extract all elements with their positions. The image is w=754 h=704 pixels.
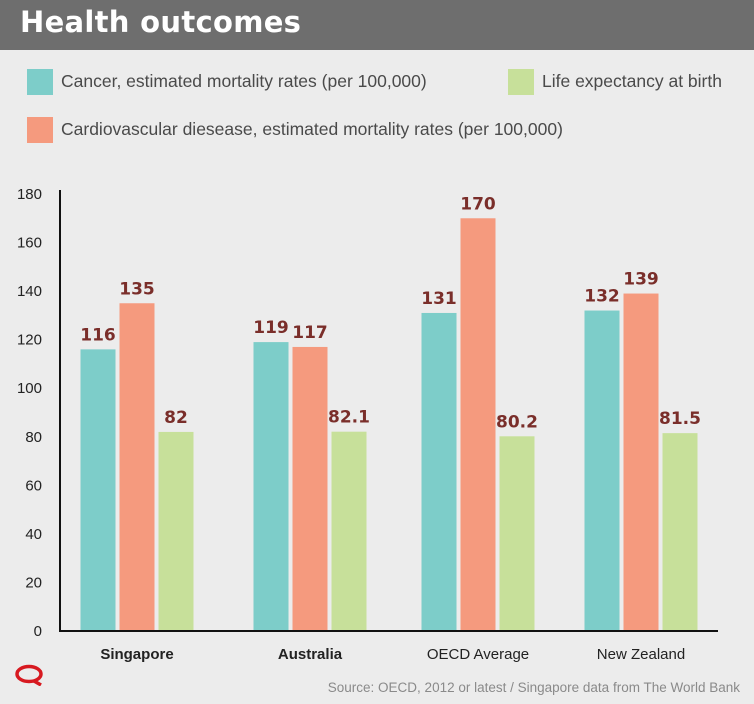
bar bbox=[421, 312, 457, 631]
legend-label-life-expectancy: Life expectancy at birth bbox=[542, 71, 722, 91]
data-label: 117 bbox=[292, 323, 328, 343]
data-label: 135 bbox=[119, 279, 155, 299]
x-tick-label: New Zealand bbox=[597, 646, 685, 663]
bar bbox=[499, 436, 535, 631]
legend-label-cancer: Cancer, estimated mortality rates (per 1… bbox=[61, 71, 427, 91]
y-tick-label: 180 bbox=[17, 186, 42, 203]
legend-swatch-cardiovascular bbox=[27, 117, 53, 143]
y-tick-label: 100 bbox=[17, 380, 42, 397]
bar bbox=[460, 218, 496, 631]
brand-logo-icon bbox=[15, 664, 43, 686]
x-tick-label: Singapore bbox=[100, 646, 173, 663]
data-label: 80.2 bbox=[496, 412, 538, 432]
bar bbox=[253, 342, 289, 631]
y-tick-label: 160 bbox=[17, 235, 42, 252]
x-tick-label: OECD Average bbox=[427, 646, 529, 663]
y-tick-label: 40 bbox=[25, 526, 42, 543]
data-label: 132 bbox=[584, 287, 620, 307]
y-tick-label: 120 bbox=[17, 332, 42, 349]
chart-title: Health outcomes bbox=[20, 5, 302, 39]
data-label: 119 bbox=[253, 318, 289, 338]
bar bbox=[119, 303, 155, 631]
source-note: Source: OECD, 2012 or latest / Singapore… bbox=[327, 680, 740, 695]
bar bbox=[662, 433, 698, 631]
y-tick-label: 60 bbox=[25, 477, 42, 494]
data-label: 82.1 bbox=[328, 408, 370, 428]
data-label: 139 bbox=[623, 270, 659, 290]
legend-swatch-cancer bbox=[27, 69, 53, 95]
y-tick-label: 80 bbox=[25, 429, 42, 446]
data-label: 82 bbox=[164, 408, 188, 428]
legend-swatch-life-expectancy bbox=[508, 69, 534, 95]
data-label: 116 bbox=[80, 325, 116, 345]
y-tick-label: 140 bbox=[17, 283, 42, 300]
title-bar: Health outcomes bbox=[0, 0, 754, 50]
bar bbox=[292, 346, 328, 631]
data-label: 81.5 bbox=[659, 409, 701, 429]
data-label: 170 bbox=[460, 194, 496, 214]
bar bbox=[158, 431, 194, 631]
y-tick-label: 20 bbox=[25, 574, 42, 591]
legend-label-cardiovascular: Cardiovascular diesease, estimated morta… bbox=[61, 119, 563, 139]
bar bbox=[623, 293, 659, 631]
y-tick-label: 0 bbox=[34, 623, 42, 640]
bar bbox=[331, 431, 367, 631]
data-label: 131 bbox=[421, 289, 457, 309]
bar bbox=[80, 349, 116, 631]
bar bbox=[584, 310, 620, 631]
x-tick-label: Australia bbox=[278, 646, 343, 663]
